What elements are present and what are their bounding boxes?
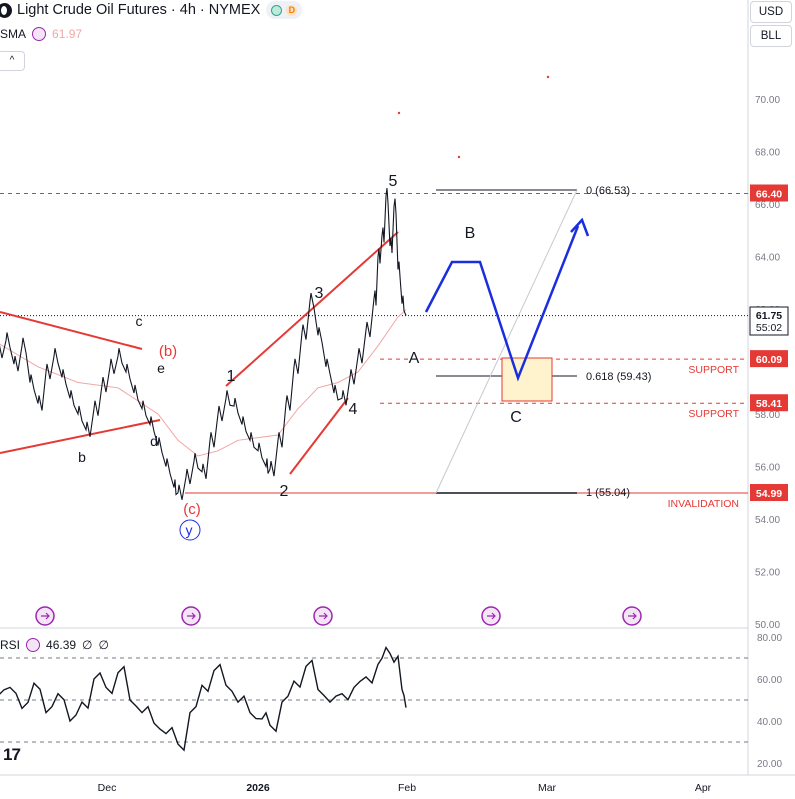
y-tick-label: 52.00 <box>755 568 780 579</box>
symbol-header[interactable]: Light Crude Oil Futures · 4h · NYMEX D <box>0 1 303 19</box>
rsi-value: 46.39 <box>46 638 77 652</box>
fib-label-0618: 0.618 (59.43) <box>586 371 651 383</box>
marker-dot <box>457 155 461 159</box>
rsi-label: RSI <box>0 638 21 652</box>
wave-label: 4 <box>349 401 358 418</box>
sma-legend[interactable]: SMA 61.97 <box>0 27 82 41</box>
projection-path <box>424 225 580 382</box>
currency-button[interactable]: USD <box>750 1 792 23</box>
wave-label: C <box>510 409 522 426</box>
market-open-icon <box>271 4 283 16</box>
rsi-tick-label: 60.00 <box>757 675 782 686</box>
header-separator: · <box>170 2 176 18</box>
y-tick-label: 68.00 <box>755 148 780 159</box>
x-tick-label: Feb <box>398 782 416 794</box>
wave-y-circle <box>179 519 201 541</box>
wave-channel-line <box>225 231 399 387</box>
sma-value: 61.97 <box>52 27 83 41</box>
y-tick-label: 56.00 <box>755 463 780 474</box>
x-tick-label: 2026 <box>246 782 270 794</box>
price-tag-6640: 66.40 <box>756 189 782 201</box>
wave-label: y <box>186 522 193 538</box>
fib-label-0: 0 (66.53) <box>586 185 630 197</box>
tradingview-logo[interactable]: 17 <box>3 745 21 764</box>
collapse-legend-button[interactable]: ^ <box>0 51 25 71</box>
symbol-name: Light Crude Oil Futures <box>17 2 167 18</box>
fib-label-1: 1 (55.04) <box>586 487 630 499</box>
sma-line <box>0 309 407 457</box>
wave-label: 1 <box>227 368 236 385</box>
wave-label: 5 <box>389 173 398 190</box>
price-series-line <box>0 188 407 500</box>
wave-label: c <box>136 313 143 329</box>
x-tick-label: Apr <box>695 782 712 794</box>
rsi-tick-label: 20.00 <box>757 759 782 770</box>
support-label-1: SUPPORT <box>688 364 739 376</box>
rsi-param-2: ∅ <box>98 638 109 652</box>
wave-channel-line <box>0 311 143 350</box>
price-tag-6640-bg <box>750 184 788 202</box>
sma-label: SMA <box>0 27 27 41</box>
rsi-param-1: ∅ <box>82 638 93 652</box>
price-tag-5499-bg <box>750 484 788 502</box>
price-tag-6009-bg <box>750 350 788 368</box>
current-price-tag: 61.75 <box>756 310 782 322</box>
current-price-timer: 55:02 <box>756 322 782 334</box>
event-arrow-icon <box>187 612 196 620</box>
market-status-pill[interactable]: D <box>266 1 303 19</box>
symbol-exchange: NYMEX <box>208 2 261 18</box>
wave-label: 3 <box>315 285 324 302</box>
y-tick-label: 50.00 <box>755 620 780 631</box>
y-tick-label: 66.00 <box>755 200 780 211</box>
event-arrow-icon <box>319 612 328 620</box>
invalidation-label: INVALIDATION <box>668 498 739 510</box>
wave-label: (b) <box>159 343 177 360</box>
header-separator-2: · <box>199 2 205 18</box>
price-tag-5841: 58.41 <box>756 398 782 410</box>
wave-label: 2 <box>280 483 289 500</box>
symbol-logo-icon <box>0 2 12 18</box>
support-label-2: SUPPORT <box>688 408 739 420</box>
x-tick-label: Dec <box>98 782 117 794</box>
rsi-tick-label: 40.00 <box>757 717 782 728</box>
x-tick-label: Mar <box>538 782 557 794</box>
marker-dot <box>397 111 401 115</box>
price-tag-5499: 54.99 <box>756 488 782 500</box>
price-tag-6009: 60.09 <box>756 354 782 366</box>
event-arrow-icon <box>628 612 637 620</box>
projection-arrow-icon <box>570 217 590 237</box>
rsi-settings-icon[interactable] <box>26 638 41 652</box>
symbol-interval: 4h <box>179 2 196 18</box>
wave-channel-line <box>0 419 161 454</box>
event-arrow-icon <box>487 612 496 620</box>
indicator-settings-icon[interactable] <box>32 27 47 41</box>
wave-channel-line <box>289 397 349 475</box>
y-tick-label: 54.00 <box>755 515 780 526</box>
support-zone-box <box>501 357 553 402</box>
marker-dot <box>546 75 550 79</box>
y-tick-label: 70.00 <box>755 95 780 106</box>
delayed-badge: D <box>286 4 298 16</box>
wave-label: (c) <box>183 501 201 518</box>
y-tick-label: 58.00 <box>755 410 780 421</box>
rsi-tick-label: 80.00 <box>757 633 782 644</box>
current-price-tag-bg <box>749 306 789 336</box>
wave-label: b <box>78 449 86 465</box>
wave-label: A <box>409 350 420 367</box>
rsi-line <box>0 645 407 752</box>
wave-label: e <box>157 360 165 376</box>
rsi-legend[interactable]: RSI 46.39 ∅ ∅ <box>0 638 109 652</box>
event-arrow-icon <box>41 612 50 620</box>
y-tick-label: 64.00 <box>755 253 780 264</box>
wave-label: B <box>465 225 476 242</box>
unit-button[interactable]: BLL <box>750 25 792 47</box>
wave-label: d <box>150 433 158 449</box>
price-tag-5841-bg <box>750 394 788 412</box>
